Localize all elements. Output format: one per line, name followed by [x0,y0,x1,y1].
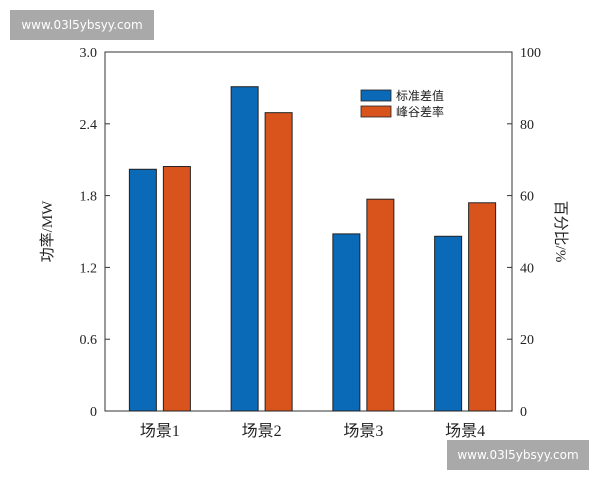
bar-std [434,235,463,412]
x-tick-label: 场景2 [242,422,282,440]
bar-std [230,86,259,412]
left-tick-label: 0 [90,405,97,420]
bar-rate [162,166,191,412]
watermark-bottom: www.03l5ybsyy.com [447,440,589,470]
plot-frame [104,51,513,412]
bar-std [332,233,361,412]
right-tick-label: 80 [520,118,534,133]
left-tick-label: 1.2 [80,261,98,276]
left-tick-label: 2.4 [80,118,98,133]
y-axis-label: 功率/MW [39,200,56,263]
bar-rate [468,202,497,412]
right-tick-label: 100 [520,46,541,61]
bar-rate [264,112,293,412]
legend-label: 峰谷差率 [396,104,444,119]
legend-label: 标准差值 [396,88,444,103]
bar-std [128,168,157,412]
legend-swatch [360,89,392,102]
watermark-top: www.03l5ybsyy.com [10,10,154,40]
right-tick-label: 60 [520,190,534,205]
left-tick-label: 0.6 [80,333,98,348]
bar-rate [366,198,395,412]
y-axis-right-label: 百分比/% [552,201,569,263]
x-tick-label: 场景4 [445,422,485,440]
x-tick-label: 场景3 [343,422,383,440]
legend-swatch [360,105,392,118]
right-tick-label: 40 [520,261,534,276]
right-tick-label: 20 [520,333,534,348]
x-tick-label: 场景1 [140,422,180,440]
left-tick-label: 1.8 [80,190,98,205]
right-tick-label: 0 [520,405,527,420]
left-tick-label: 3.0 [80,46,98,61]
